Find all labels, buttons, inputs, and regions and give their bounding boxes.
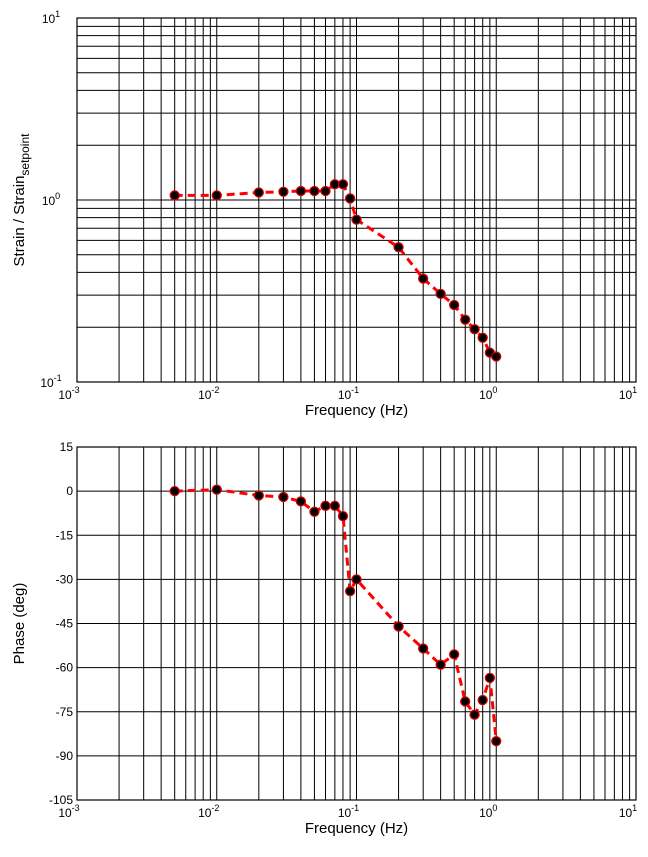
chart2-x-tick-label: 100: [479, 803, 497, 820]
chart2-data-point: [337, 510, 349, 522]
chart1-data-point: [344, 193, 356, 204]
chart2-y-tick-label: -90: [56, 749, 74, 763]
chart1-data-point: [491, 351, 502, 362]
chart1-grid: [76, 18, 636, 383]
chart1-data-point: [320, 185, 331, 197]
chart1-data-point: [211, 190, 222, 201]
chart2-data-point: [320, 500, 331, 511]
chart2-data-point: [418, 643, 429, 654]
chart1-data-point: [418, 273, 429, 284]
chart1-data-point: [309, 185, 320, 197]
chart1-data-point: [295, 185, 307, 197]
chart2-data-point: [295, 496, 307, 507]
chart1-y-tick-label: 10-1: [40, 373, 61, 390]
chart1-frame: [76, 17, 637, 383]
chart1-data-point: [253, 187, 264, 198]
chart1-data-point: [477, 332, 488, 343]
chart2-series-line: [174, 488, 498, 742]
chart1-x-tick-label: 10-1: [338, 385, 359, 402]
chart1-data-point: [449, 299, 460, 311]
chart1-x-axis-label: Frequency (Hz): [305, 402, 408, 419]
chart1-data-point: [469, 324, 480, 335]
chart1: 10-3 10-2 10-1 100 101 10-1 100 101 Frequency (H…: [11, 9, 637, 419]
chart2-grid: [76, 446, 636, 801]
chart2-y-tick-label: 0: [66, 484, 73, 498]
chart2-x-tick-label: 10-2: [198, 803, 219, 820]
chart1-x-tick-label: 100: [479, 385, 497, 402]
chart2-data-point: [435, 659, 446, 670]
chart1-x-tick-label: 101: [619, 385, 637, 402]
chart2-data-point: [460, 696, 471, 707]
chart2-data-point: [211, 484, 222, 495]
chart2-x-axis-label: Frequency (Hz): [305, 820, 408, 837]
chart2-y-tick-label: -30: [56, 572, 74, 586]
chart2-data-point: [329, 500, 341, 511]
chart2-data-point: [169, 485, 180, 497]
chart2-y-tick-label: 15: [60, 440, 74, 454]
chart2-x-tick-label: 101: [619, 803, 637, 820]
chart2-data-point: [393, 621, 404, 632]
chart1-data-point: [393, 242, 404, 253]
chart2-data-point: [351, 574, 362, 585]
chart2-y-tick-label: -60: [56, 661, 74, 675]
chart2-y-tick-label: -15: [56, 528, 74, 542]
chart1-data-point: [278, 186, 289, 197]
chart2: 10-3 10-2 10-1 100 101 15 0 -15 -30 -45 -60 -75 -90 -…: [11, 440, 637, 837]
chart1-y-axis-label: Strain / Strainsetpoint: [11, 133, 32, 267]
chart1-y-tick-label: 101: [42, 9, 60, 26]
chart2-data-point: [344, 585, 356, 597]
chart2-y-axis-label: Phase (deg): [11, 583, 28, 665]
chart1-data-point: [435, 288, 446, 300]
chart2-data-point: [469, 709, 480, 720]
chart2-data-point: [449, 649, 460, 660]
chart2-data-point: [484, 672, 496, 684]
chart2-data-point: [309, 506, 320, 517]
chart1-data-point: [337, 179, 349, 190]
chart1-data-point: [351, 214, 362, 225]
chart1-x-tick-label: 10-2: [198, 385, 219, 402]
chart2-data-point: [491, 736, 502, 747]
chart2-data-point: [253, 490, 264, 501]
chart2-data-point: [477, 694, 488, 706]
chart1-data-point: [169, 190, 180, 201]
chart2-x-tick-label: 10-3: [58, 803, 79, 820]
chart2-y-tick-label: -75: [56, 705, 74, 719]
chart2-x-tick-label: 10-1: [338, 803, 359, 820]
chart1-y-tick-label: 100: [42, 191, 60, 208]
chart1-series-line: [174, 182, 498, 358]
chart2-y-tick-label: -45: [56, 617, 74, 631]
chart1-x-tick-label: 10-3: [58, 385, 79, 402]
chart2-frame: [76, 446, 637, 801]
chart1-data-point: [460, 314, 471, 325]
chart2-y-tick-label: -105: [49, 793, 73, 807]
chart2-data-point: [278, 491, 289, 503]
